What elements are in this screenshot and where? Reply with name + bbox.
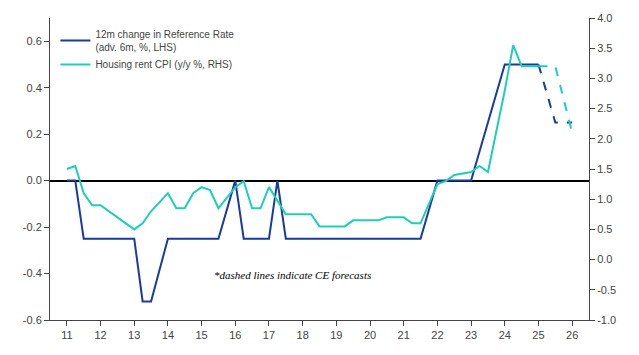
svg-text:12: 12	[94, 329, 106, 341]
svg-text:25: 25	[532, 329, 544, 341]
svg-text:1.0: 1.0	[597, 193, 612, 205]
svg-text:12m change in Reference Rate(a: 12m change in Reference Rate(adv. 6m, %,…	[95, 29, 234, 53]
svg-text:22: 22	[431, 329, 443, 341]
svg-text:1.5: 1.5	[597, 163, 612, 175]
svg-text:-0.6: -0.6	[23, 314, 42, 326]
svg-text:Housing rent CPI (y/y %, RHS): Housing rent CPI (y/y %, RHS)	[95, 59, 232, 70]
svg-text:-1.0: -1.0	[597, 314, 616, 326]
svg-text:2.0: 2.0	[597, 133, 612, 145]
svg-text:*dashed lines indicate CE fore: *dashed lines indicate CE forecasts	[214, 269, 371, 281]
svg-text:3.0: 3.0	[597, 72, 612, 84]
svg-text:-0.4: -0.4	[23, 267, 42, 279]
svg-text:18: 18	[297, 329, 309, 341]
svg-text:4.0: 4.0	[597, 12, 612, 24]
svg-text:16: 16	[229, 329, 241, 341]
svg-text:17: 17	[263, 329, 275, 341]
svg-text:20: 20	[364, 329, 376, 341]
svg-text:0.2: 0.2	[27, 128, 42, 140]
svg-text:14: 14	[162, 329, 174, 341]
svg-text:2.5: 2.5	[597, 102, 612, 114]
svg-text:23: 23	[465, 329, 477, 341]
svg-text:19: 19	[330, 329, 342, 341]
svg-text:0.4: 0.4	[27, 82, 42, 94]
svg-text:-0.5: -0.5	[597, 284, 616, 296]
svg-text:0.0: 0.0	[597, 253, 612, 265]
svg-text:13: 13	[128, 329, 140, 341]
svg-text:26: 26	[566, 329, 578, 341]
svg-text:3.5: 3.5	[597, 42, 612, 54]
svg-text:0.5: 0.5	[597, 223, 612, 235]
svg-text:-0.2: -0.2	[23, 221, 42, 233]
svg-text:0.6: 0.6	[27, 35, 42, 47]
svg-text:0.0: 0.0	[27, 174, 42, 186]
svg-text:15: 15	[195, 329, 207, 341]
svg-text:21: 21	[398, 329, 410, 341]
svg-text:11: 11	[61, 329, 72, 341]
svg-text:24: 24	[499, 329, 511, 341]
